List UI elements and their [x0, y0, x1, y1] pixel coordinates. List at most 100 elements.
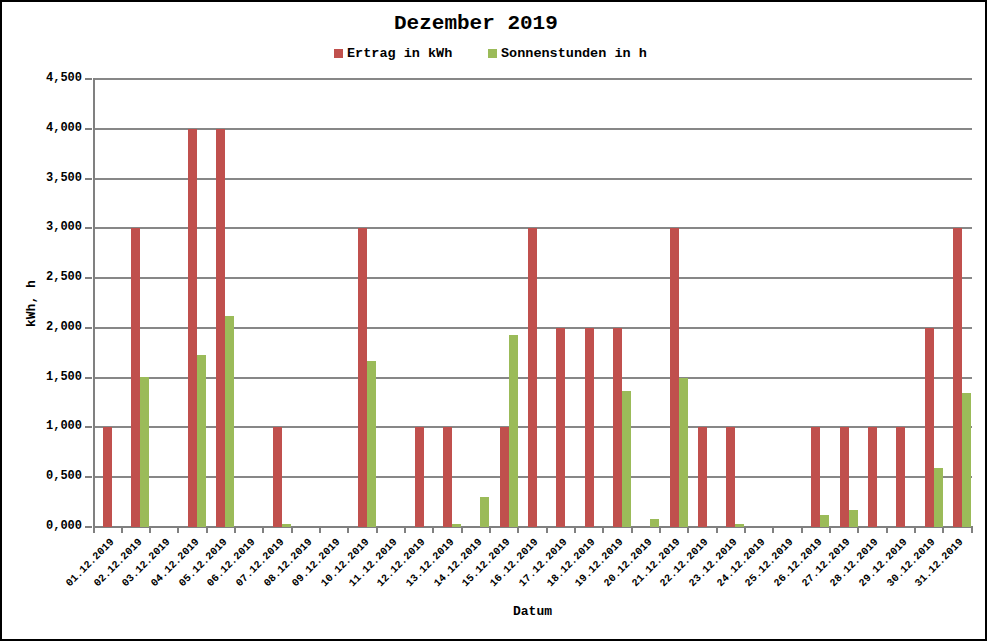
x-axis-tick	[631, 528, 633, 533]
bar-ertrag	[358, 228, 367, 527]
bar-sonnenstunden	[650, 519, 659, 527]
x-axis-tick	[687, 528, 689, 533]
y-axis-tick	[85, 277, 92, 279]
bar-ertrag	[726, 427, 735, 527]
x-axis-tick	[177, 528, 179, 533]
x-axis-tick	[206, 528, 208, 533]
x-axis-tick	[93, 528, 95, 533]
x-axis-tick	[432, 528, 434, 533]
bar-sonnenstunden	[820, 515, 829, 527]
y-axis-tick-label: 3,000	[12, 220, 82, 234]
bar-ertrag	[415, 427, 424, 527]
x-axis-tick	[857, 528, 859, 533]
bar-ertrag	[188, 129, 197, 527]
bar-ertrag	[273, 427, 282, 527]
legend-item-sonnenstunden: Sonnenstunden in h	[488, 46, 647, 61]
bar-sonnenstunden	[197, 355, 206, 527]
legend-label-sonnenstunden: Sonnenstunden in h	[501, 46, 647, 61]
bar-sonnenstunden	[934, 468, 943, 527]
bar-ertrag	[868, 427, 877, 527]
y-axis-tick-label: 1,500	[12, 370, 82, 384]
y-axis-tick-label: 0,500	[12, 469, 82, 483]
x-axis-tick	[659, 528, 661, 533]
x-axis-tick	[461, 528, 463, 533]
legend-item-ertrag: Ertrag in kWh	[334, 46, 452, 61]
y-axis-tick-label: 3,500	[12, 171, 82, 185]
y-axis-tick-label: 2,500	[12, 270, 82, 284]
y-axis-line	[93, 78, 95, 533]
x-axis-tick	[574, 528, 576, 533]
x-axis-tick	[914, 528, 916, 533]
bar-ertrag	[216, 129, 225, 527]
bar-sonnenstunden	[679, 378, 688, 527]
bar-ertrag	[670, 228, 679, 527]
bar-ertrag	[528, 228, 537, 527]
gridline	[94, 78, 972, 80]
x-axis-tick	[602, 528, 604, 533]
x-axis-tick	[489, 528, 491, 533]
bar-sonnenstunden	[282, 524, 291, 527]
bar-ertrag	[840, 427, 849, 527]
chart-frame: Dezember 2019 Ertrag in kWh Sonnenstunde…	[0, 0, 987, 641]
x-axis-tick	[517, 528, 519, 533]
x-axis-tick	[291, 528, 293, 533]
y-axis-tick	[85, 78, 92, 80]
bar-ertrag	[953, 228, 962, 527]
x-axis-tick	[801, 528, 803, 533]
x-axis-tick	[404, 528, 406, 533]
bar-ertrag	[896, 427, 905, 527]
bar-ertrag	[811, 427, 820, 527]
x-axis-tick	[347, 528, 349, 533]
bar-sonnenstunden	[140, 377, 149, 527]
bar-ertrag	[585, 328, 594, 527]
x-axis-tick	[744, 528, 746, 533]
bar-ertrag	[500, 427, 509, 527]
x-axis-tick	[829, 528, 831, 533]
bar-sonnenstunden	[480, 497, 489, 527]
x-axis-tick	[319, 528, 321, 533]
bar-sonnenstunden	[452, 524, 461, 527]
y-axis-tick	[85, 476, 92, 478]
y-axis-tick	[85, 227, 92, 229]
bar-ertrag	[443, 427, 452, 527]
y-axis-tick	[85, 128, 92, 130]
bar-ertrag	[556, 328, 565, 527]
y-axis-tick	[85, 526, 92, 528]
bar-sonnenstunden	[225, 316, 234, 527]
bar-ertrag	[131, 228, 140, 527]
legend-swatch-sonnenstunden-icon	[488, 49, 497, 58]
bar-sonnenstunden	[509, 335, 518, 527]
bar-sonnenstunden	[622, 391, 631, 527]
chart-title: Dezember 2019	[394, 12, 558, 35]
x-axis-title: Datum	[513, 604, 552, 619]
x-axis-tick	[234, 528, 236, 533]
y-axis-tick	[85, 426, 92, 428]
x-axis-tick	[942, 528, 944, 533]
y-axis-tick	[85, 377, 92, 379]
bar-ertrag	[925, 328, 934, 527]
x-axis-tick	[546, 528, 548, 533]
bar-sonnenstunden	[735, 524, 744, 527]
legend-swatch-ertrag-icon	[334, 49, 343, 58]
x-axis-tick	[716, 528, 718, 533]
x-axis-tick	[886, 528, 888, 533]
bar-sonnenstunden	[962, 393, 971, 527]
y-axis-tick-label: 4,500	[12, 71, 82, 85]
bar-sonnenstunden	[367, 361, 376, 527]
x-axis-tick	[149, 528, 151, 533]
x-axis-tick	[772, 528, 774, 533]
bar-ertrag	[613, 328, 622, 527]
y-axis-tick-label: 0,000	[12, 519, 82, 533]
x-axis-tick	[971, 528, 973, 533]
y-axis-tick	[85, 327, 92, 329]
x-axis-tick	[376, 528, 378, 533]
bar-ertrag	[103, 427, 112, 527]
y-axis-tick-label: 1,000	[12, 419, 82, 433]
bar-ertrag	[698, 427, 707, 527]
y-axis-title: kWh, h	[24, 280, 39, 327]
bar-sonnenstunden	[849, 510, 858, 527]
y-axis-tick-label: 2,000	[12, 320, 82, 334]
legend-label-ertrag: Ertrag in kWh	[347, 46, 452, 61]
y-axis-tick-label: 4,000	[12, 121, 82, 135]
x-axis-tick	[121, 528, 123, 533]
